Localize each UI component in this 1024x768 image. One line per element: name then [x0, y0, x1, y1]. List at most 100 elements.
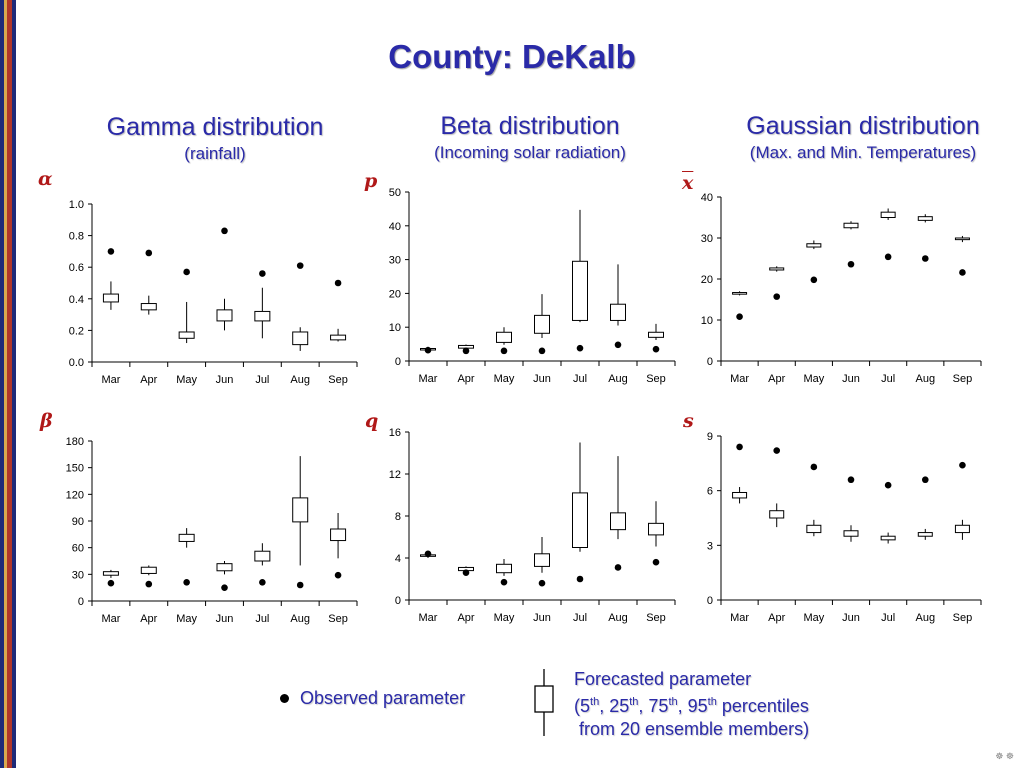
- x-tick-label: Mar: [730, 373, 749, 385]
- box: [572, 492, 588, 548]
- observed-point-aug: [614, 341, 622, 349]
- box: [732, 491, 748, 499]
- x-tick-label: Mar: [101, 613, 120, 625]
- beta-heading: Beta distribution: [440, 112, 620, 140]
- forecast-box-apr: [769, 503, 785, 528]
- observed-point-jul: [576, 344, 584, 352]
- x-tick-label: Apr: [457, 373, 474, 385]
- x-tick-label: Sep: [646, 373, 666, 385]
- x-tick-label: Sep: [328, 374, 348, 386]
- y-tick-label: 120: [66, 489, 84, 501]
- observed-point-jun: [221, 227, 228, 235]
- box: [178, 331, 195, 339]
- beta-box-plot: 0 30 60 90 120 150 180 Mar Apr May Jun Jul Aug Sep: [66, 436, 358, 625]
- x-tick-label: Jun: [533, 373, 551, 385]
- y-tick-label: 16: [389, 427, 401, 439]
- observed-point-aug: [296, 262, 304, 269]
- forecast-box-apr: [140, 295, 157, 315]
- y-tick-label: 0.6: [69, 262, 84, 274]
- x-tick-label: Jul: [881, 373, 895, 385]
- x-tick-label: Apr: [457, 612, 474, 624]
- p-box-plot: 0 10 20 30 40 50 Mar Apr May Jun Jul Aug Sep: [389, 187, 676, 385]
- x-tick-label: Mar: [419, 373, 438, 385]
- x-tick-label: May: [494, 612, 515, 624]
- forecast-box-may: [806, 519, 822, 537]
- x-tick-label: Apr: [768, 373, 785, 385]
- y-tick-label: 1.0: [69, 199, 84, 211]
- observed-point-apr: [462, 347, 470, 355]
- gaussian-subheading: (Max. and Min. Temperatures): [749, 143, 977, 162]
- forecast-box-may: [178, 301, 195, 344]
- x-tick-label: Jul: [881, 612, 895, 624]
- y-tick-label: 0: [707, 595, 713, 607]
- y-tick-label: 12: [389, 469, 401, 481]
- s-box-plot: 0 3 6 9 Mar Apr May Jun Jul Aug Sep: [707, 431, 982, 624]
- observed-point-jul: [259, 579, 266, 586]
- observed-point-apr: [773, 447, 781, 454]
- y-tick-label: 0.0: [69, 357, 84, 369]
- gaussian-heading: Gaussian distribution: [746, 112, 980, 140]
- y-tick-label: 90: [72, 516, 84, 528]
- box: [254, 310, 271, 322]
- observed-point-may: [810, 276, 818, 284]
- observed-dot-icon: [280, 694, 289, 703]
- x-tick-label: Jul: [255, 613, 269, 625]
- x-tick-label: Aug: [915, 373, 935, 385]
- box: [806, 524, 822, 534]
- forecast-box-sep: [648, 501, 664, 547]
- box: [648, 522, 664, 536]
- forecast-box-mar: [102, 281, 119, 310]
- x-tick-label: May: [803, 612, 824, 624]
- observed-point-jun: [221, 584, 228, 591]
- forecast-box-aug: [610, 264, 626, 326]
- forecast-box-may: [178, 528, 195, 548]
- x-tick-label: Mar: [730, 612, 749, 624]
- y-tick-label: 20: [701, 274, 713, 286]
- forecast-box-mar: [732, 487, 748, 504]
- observed-point-jun: [847, 260, 855, 268]
- y-tick-label: 30: [701, 233, 713, 245]
- legend-observed: Observed parameter: [280, 688, 465, 709]
- box: [496, 563, 512, 574]
- observed-point-may: [500, 347, 508, 355]
- forecast-box-sep: [330, 513, 347, 559]
- x-tick-label: Aug: [290, 613, 310, 625]
- observed-point-mar: [424, 550, 432, 558]
- observed-point-aug: [921, 476, 929, 484]
- box: [769, 510, 785, 519]
- box: [102, 571, 119, 576]
- observed-point-sep: [652, 558, 660, 566]
- box: [216, 309, 233, 322]
- forecast-box-jun: [216, 298, 233, 331]
- forecast-box-jun: [843, 525, 859, 542]
- forecast-box-jul: [254, 287, 271, 339]
- forecast-box-jul: [880, 208, 896, 220]
- forecast-box-sep: [954, 519, 970, 540]
- y-tick-label: 30: [72, 569, 84, 581]
- x-tick-label: Aug: [608, 612, 628, 624]
- observed-point-may: [810, 463, 818, 471]
- q-symbol: q: [365, 410, 379, 432]
- forecast-box-may: [496, 559, 512, 576]
- observed-point-jul: [884, 481, 892, 489]
- box: [292, 331, 309, 346]
- observed-point-apr: [462, 569, 470, 576]
- box: [954, 524, 970, 534]
- box: [880, 535, 896, 541]
- y-tick-label: 3: [707, 540, 713, 552]
- observed-point-jun: [847, 476, 855, 484]
- legend-forecast-line2: (5th, 25th, 75th, 95th percentiles: [574, 696, 809, 716]
- x-tick-label: Aug: [608, 373, 628, 385]
- p-symbol: p: [364, 170, 378, 192]
- y-tick-label: 180: [66, 436, 84, 448]
- box: [610, 512, 626, 531]
- gamma-subheading: (rainfall): [184, 144, 246, 163]
- observed-point-sep: [334, 571, 342, 579]
- y-tick-label: 0.8: [69, 231, 84, 243]
- observed-point-apr: [145, 580, 153, 588]
- observed-point-mar: [736, 313, 743, 321]
- beta-symbol: β: [40, 410, 53, 432]
- y-tick-label: 60: [72, 543, 84, 555]
- forecast-box-may: [496, 327, 512, 345]
- forecast-box-apr: [140, 565, 157, 576]
